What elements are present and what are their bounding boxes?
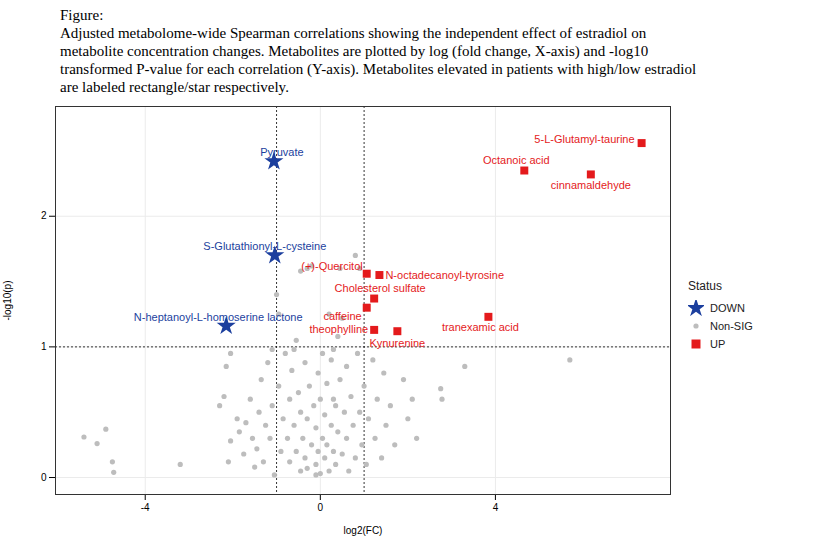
svg-text:Cholesterol sulfate: Cholesterol sulfate (335, 282, 426, 294)
svg-text:Kynurenine: Kynurenine (370, 337, 426, 349)
svg-text:(+)-Quercitol: (+)-Quercitol (301, 260, 362, 272)
svg-text:-log10(p): -log10(p) (2, 280, 13, 320)
svg-text:S-Glutathionyl-L-cysteine: S-Glutathionyl-L-cysteine (203, 240, 326, 252)
html-text:Status: Status (688, 279, 722, 293)
svg-text:0: 0 (41, 472, 47, 483)
svg-text:log2(FC): log2(FC) (344, 525, 383, 536)
svg-text:theophylline: theophylline (309, 323, 368, 335)
html-text:Non-SIG: Non-SIG (710, 320, 753, 332)
svg-text:4: 4 (493, 502, 499, 513)
svg-text:N-octadecanoyl-tyrosine: N-octadecanoyl-tyrosine (385, 269, 504, 281)
svg-text:-4: -4 (141, 502, 150, 513)
svg-text:Octanoic acid: Octanoic acid (483, 154, 550, 166)
html-text:Figure:: Figure: (60, 7, 104, 23)
svg-text:0: 0 (318, 502, 324, 513)
html-text:Adjusted metabolome-wide Spear: Adjusted metabolome-wide Spearman correl… (60, 25, 697, 95)
svg-text:caffeine: caffeine (323, 310, 361, 322)
html-text:UP: UP (710, 338, 726, 350)
html-text:DOWN: DOWN (710, 302, 745, 314)
svg-text:2: 2 (41, 210, 47, 221)
svg-text:tranexamic acid: tranexamic acid (442, 321, 519, 333)
svg-text:5-L-Glutamyl-taurine: 5-L-Glutamyl-taurine (534, 133, 634, 145)
svg-text:N-heptanoyl-L-homoserine lacto: N-heptanoyl-L-homoserine lactone (134, 310, 303, 322)
svg-text:1: 1 (41, 341, 47, 352)
svg-text:cinnamaldehyde: cinnamaldehyde (551, 179, 631, 191)
svg-text:Pyruvate: Pyruvate (260, 146, 303, 158)
